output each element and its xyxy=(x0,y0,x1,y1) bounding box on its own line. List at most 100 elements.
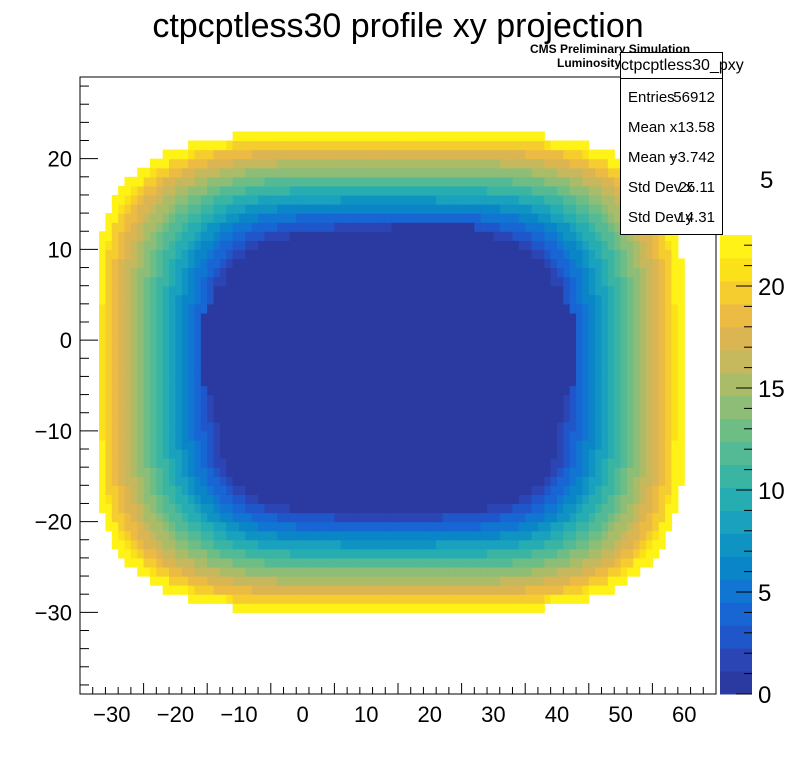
heatmap-cell xyxy=(340,385,348,396)
heatmap-cell xyxy=(493,149,501,160)
heatmap-cell xyxy=(595,340,603,350)
heatmap-cell xyxy=(658,331,666,341)
heatmap-cell xyxy=(239,485,246,495)
heatmap-cell xyxy=(487,585,494,595)
heatmap-cell xyxy=(474,439,482,450)
heatmap-cell xyxy=(353,512,361,523)
heatmap-cell xyxy=(289,185,297,196)
heatmap-cell xyxy=(461,194,469,205)
heatmap-cell xyxy=(207,512,215,523)
heatmap-cell xyxy=(359,340,367,350)
heatmap-cell xyxy=(296,548,304,559)
heatmap-cell xyxy=(480,231,488,241)
heatmap-cell xyxy=(277,240,285,250)
heatmap-cell xyxy=(595,285,603,296)
heatmap-cell xyxy=(404,213,412,223)
heatmap-cell xyxy=(315,458,323,468)
heatmap-cell xyxy=(378,539,386,550)
heatmap-cell xyxy=(639,385,647,396)
heatmap-cell xyxy=(582,185,590,196)
heatmap-cell xyxy=(569,403,577,414)
heatmap-cell xyxy=(372,458,380,468)
heatmap-cell xyxy=(563,576,571,586)
heatmap-cell xyxy=(639,376,647,387)
heatmap-cell xyxy=(544,439,552,450)
heatmap-cell xyxy=(340,303,348,314)
heatmap-cell xyxy=(347,566,355,577)
heatmap-cell xyxy=(499,530,507,541)
heatmap-cell xyxy=(467,312,475,323)
heatmap-cell xyxy=(391,131,399,142)
heatmap-cell xyxy=(448,421,456,432)
heatmap-cell xyxy=(461,267,469,278)
heatmap-cell xyxy=(124,358,132,368)
heatmap-cell xyxy=(385,131,393,142)
heatmap-cell xyxy=(156,340,164,350)
heatmap-cell xyxy=(156,258,164,269)
heatmap-cell xyxy=(646,385,653,396)
heatmap-cell xyxy=(607,494,615,505)
heatmap-cell xyxy=(417,476,425,486)
heatmap-cell xyxy=(474,340,482,350)
heatmap-cell xyxy=(595,231,603,241)
heatmap-cell xyxy=(137,566,145,577)
heatmap-cell xyxy=(143,294,151,305)
heatmap-cell xyxy=(614,548,622,559)
heatmap-cell xyxy=(239,358,246,368)
heatmap-cell xyxy=(493,539,501,550)
heatmap-cell xyxy=(143,521,151,532)
heatmap-cell xyxy=(334,494,342,505)
heatmap-cell xyxy=(658,367,666,378)
heatmap-cell xyxy=(200,194,208,205)
heatmap-cell xyxy=(194,503,202,514)
heatmap-cell xyxy=(398,394,405,405)
heatmap-cell xyxy=(347,467,355,477)
heatmap-cell xyxy=(321,285,329,296)
heatmap-cell xyxy=(302,240,310,250)
heatmap-cell xyxy=(283,194,291,205)
heatmap-cell xyxy=(378,367,386,378)
heatmap-cell xyxy=(359,167,367,178)
heatmap-cell xyxy=(124,449,132,459)
heatmap-cell xyxy=(340,585,348,595)
heatmap-cell xyxy=(251,176,259,187)
heatmap-cell xyxy=(639,249,647,260)
heatmap-cell xyxy=(595,240,603,250)
heatmap-cell xyxy=(328,131,335,142)
heatmap-cell xyxy=(671,358,679,368)
heatmap-cell xyxy=(677,312,685,323)
heatmap-cell xyxy=(334,267,342,278)
heatmap-cell xyxy=(442,176,450,187)
heatmap-cell xyxy=(328,294,335,305)
heatmap-cell xyxy=(169,467,176,477)
heatmap-cell xyxy=(620,557,628,568)
heatmap-cell xyxy=(550,303,558,314)
heatmap-cell xyxy=(289,585,297,595)
heatmap-cell xyxy=(467,294,475,305)
heatmap-cell xyxy=(283,285,291,296)
heatmap-cell xyxy=(633,539,641,550)
heatmap-cell xyxy=(525,367,533,378)
palette-band xyxy=(720,372,752,397)
heatmap-cell xyxy=(130,231,138,241)
heatmap-cell xyxy=(442,467,450,477)
heatmap-cell xyxy=(576,503,584,514)
heatmap-cell xyxy=(512,403,520,414)
heatmap-cell xyxy=(264,394,272,405)
heatmap-cell xyxy=(181,403,189,414)
heatmap-cell xyxy=(512,548,520,559)
heatmap-cell xyxy=(296,321,304,332)
heatmap-cell xyxy=(531,312,539,323)
heatmap-cell xyxy=(308,294,316,305)
heatmap-cell xyxy=(353,331,361,341)
heatmap-cell xyxy=(289,158,297,169)
heatmap-cell xyxy=(448,331,456,341)
heatmap-cell xyxy=(251,449,259,459)
heatmap-cell xyxy=(582,403,590,414)
heatmap-cell xyxy=(277,521,285,532)
heatmap-cell xyxy=(652,303,660,314)
heatmap-cell xyxy=(467,421,475,432)
heatmap-cell xyxy=(334,585,342,595)
heatmap-cell xyxy=(353,394,361,405)
x-tick-label: 10 xyxy=(354,702,378,727)
